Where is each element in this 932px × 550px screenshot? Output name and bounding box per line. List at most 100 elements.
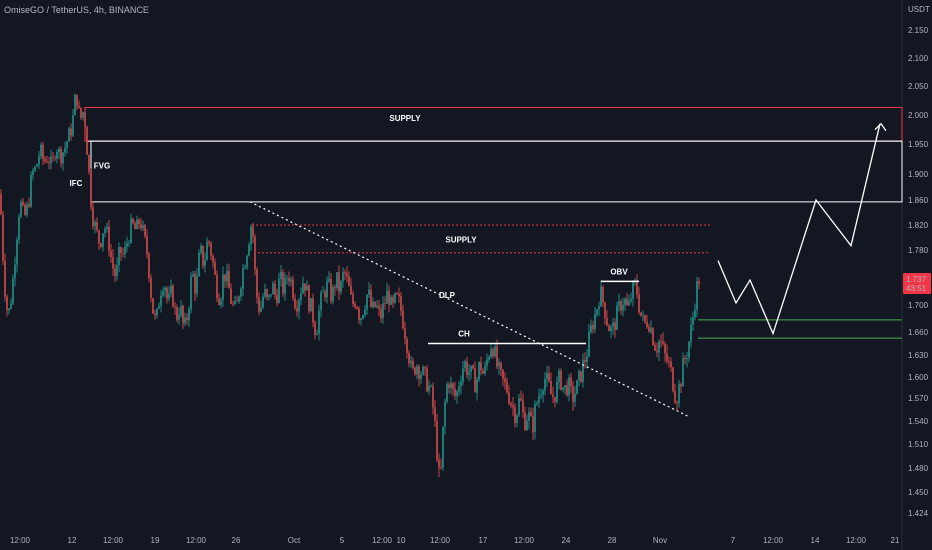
candle-body (464, 361, 466, 369)
candle-body (362, 314, 364, 319)
candle-body (468, 372, 470, 376)
candle-body (456, 391, 458, 397)
candle-body (60, 148, 62, 164)
candle-body (682, 358, 684, 387)
candle-body (612, 322, 614, 327)
candle-body (450, 383, 452, 389)
supply-mid-label: SUPPLY (445, 235, 477, 244)
candle-body (4, 260, 6, 297)
candle-body (566, 385, 568, 396)
x-tick-label: 12 (68, 536, 77, 545)
y-tick-label: 1.950 (908, 140, 929, 149)
candle-body (86, 126, 88, 156)
candle-body (474, 368, 476, 393)
candle-body (480, 362, 482, 371)
candle-body (102, 233, 104, 247)
candle-body (672, 367, 674, 392)
candle-body (554, 397, 556, 403)
candle-body (408, 353, 410, 364)
candle-body (2, 214, 4, 261)
candle-body (486, 359, 488, 366)
candle-body (544, 379, 546, 391)
candle-body (114, 268, 116, 277)
candle-body (652, 328, 654, 345)
candle-body (40, 144, 42, 157)
candle-body (126, 243, 128, 247)
candle-body (90, 171, 92, 208)
candle-body (262, 296, 264, 308)
candle-body (118, 247, 120, 265)
candle-body (404, 328, 406, 339)
candle-body (164, 287, 166, 291)
candle-body (296, 308, 298, 312)
candle-body (688, 341, 690, 359)
candle-body (536, 402, 538, 404)
candle-body (584, 360, 586, 362)
candle-body (38, 156, 40, 165)
candle-body (158, 305, 160, 309)
candle-body (604, 302, 606, 319)
candle-body (400, 296, 402, 311)
candle-body (668, 361, 670, 362)
candle-body (312, 298, 314, 323)
candle-body (242, 268, 244, 289)
candle-body (12, 278, 14, 304)
candle-body (28, 204, 30, 207)
supply-zone-upper (84, 106, 903, 142)
candle-body (64, 147, 66, 153)
candle-body (8, 308, 10, 311)
candle-body (226, 271, 228, 282)
candle-body (370, 289, 372, 307)
candle-body (290, 279, 292, 282)
x-tick-label: 7 (731, 536, 736, 545)
x-tick-label: 28 (608, 536, 617, 545)
candle-body (110, 250, 112, 258)
candle-body (324, 291, 326, 298)
candle-body (20, 201, 22, 217)
candle-body (498, 362, 500, 367)
candle-body (416, 366, 418, 375)
candle-body (154, 313, 156, 316)
candle-body (514, 407, 516, 423)
candle-body (674, 391, 676, 403)
candle-body (320, 292, 322, 311)
candle-body (46, 161, 48, 163)
candle-body (632, 281, 634, 299)
y-tick-label: 1.540 (908, 417, 929, 426)
y-tick-label: 1.860 (908, 196, 929, 205)
candle-body (50, 156, 52, 164)
candle-body (326, 281, 328, 298)
candle-body (610, 326, 612, 332)
candle-body (376, 305, 378, 308)
candle-body (258, 297, 260, 312)
y-tick-label: 2.100 (908, 54, 929, 63)
candle-body (530, 411, 532, 417)
candle-body (348, 276, 350, 287)
candle-body (78, 106, 80, 108)
candle-body (178, 315, 180, 320)
x-tick-label: 24 (562, 536, 571, 545)
candle-body (92, 207, 94, 227)
candle-body (466, 361, 468, 376)
candle-body (510, 403, 512, 406)
y-tick-label: 1.630 (908, 351, 929, 360)
candle-body (14, 264, 16, 279)
candle-body (570, 377, 572, 386)
candle-body (502, 369, 504, 379)
candle-body (444, 401, 446, 427)
candle-body (558, 370, 560, 382)
candle-body (616, 305, 618, 330)
candle-body (592, 325, 594, 330)
candle-body (690, 324, 692, 342)
candle-body (122, 253, 124, 255)
candle-body (280, 271, 282, 279)
candle-body (80, 107, 82, 119)
candle-body (586, 356, 588, 362)
x-tick-label: 12:00 (430, 536, 451, 545)
candle-body (620, 301, 622, 311)
candle-body (68, 128, 70, 142)
candle-body (278, 278, 280, 303)
candle-body (574, 394, 576, 402)
candle-body (528, 411, 530, 421)
